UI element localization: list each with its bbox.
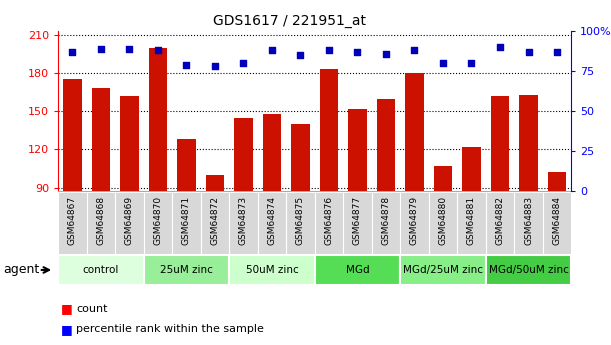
Text: control: control: [82, 265, 119, 275]
Text: MGd: MGd: [346, 265, 369, 275]
Bar: [486, 255, 571, 285]
Point: [524, 49, 533, 55]
Text: GSM64880: GSM64880: [439, 196, 447, 245]
Text: GSM64869: GSM64869: [125, 196, 134, 245]
Text: GSM64879: GSM64879: [410, 196, 419, 245]
Text: 25uM zinc: 25uM zinc: [160, 265, 213, 275]
Bar: [320, 69, 338, 191]
Text: GSM64881: GSM64881: [467, 196, 476, 245]
Bar: [206, 175, 224, 191]
Bar: [148, 48, 167, 191]
Bar: [348, 109, 367, 191]
Point: [495, 44, 505, 50]
Text: MGd/50uM zinc: MGd/50uM zinc: [489, 265, 568, 275]
Bar: [177, 139, 196, 191]
Text: GSM64868: GSM64868: [97, 196, 105, 245]
Bar: [92, 88, 110, 191]
Bar: [120, 96, 139, 191]
Point: [210, 63, 220, 69]
Point: [324, 48, 334, 53]
Point: [181, 62, 191, 68]
Bar: [548, 172, 566, 191]
Point: [96, 46, 106, 51]
Text: GSM64873: GSM64873: [239, 196, 248, 245]
Text: percentile rank within the sample: percentile rank within the sample: [76, 325, 264, 334]
Point: [438, 60, 448, 66]
Point: [552, 49, 562, 55]
Text: count: count: [76, 304, 108, 314]
Text: ■: ■: [61, 323, 73, 336]
Point: [153, 48, 163, 53]
Point: [238, 60, 248, 66]
Bar: [519, 95, 538, 191]
Text: GSM64883: GSM64883: [524, 196, 533, 245]
Bar: [491, 96, 510, 191]
Point: [267, 48, 277, 53]
Bar: [400, 255, 486, 285]
Point: [67, 49, 77, 55]
Bar: [291, 124, 310, 191]
Text: GSM64872: GSM64872: [210, 196, 219, 245]
Text: MGd/25uM zinc: MGd/25uM zinc: [403, 265, 483, 275]
Bar: [315, 255, 400, 285]
Point: [409, 48, 419, 53]
Text: GSM64884: GSM64884: [552, 196, 562, 245]
Text: GSM64871: GSM64871: [182, 196, 191, 245]
Point: [353, 49, 362, 55]
Text: GSM64882: GSM64882: [496, 196, 505, 245]
Bar: [377, 99, 395, 191]
Text: ■: ■: [61, 302, 73, 315]
Point: [125, 46, 134, 51]
Text: GSM64876: GSM64876: [324, 196, 334, 245]
Bar: [405, 73, 424, 191]
Point: [381, 51, 391, 56]
Text: GSM64875: GSM64875: [296, 196, 305, 245]
Text: GSM64874: GSM64874: [268, 196, 276, 245]
Bar: [234, 118, 253, 191]
Text: 50uM zinc: 50uM zinc: [246, 265, 298, 275]
Text: agent: agent: [3, 264, 39, 276]
Bar: [463, 147, 481, 191]
Point: [296, 52, 306, 58]
Bar: [229, 255, 315, 285]
Bar: [263, 114, 281, 191]
Bar: [144, 255, 229, 285]
Text: GSM64878: GSM64878: [381, 196, 390, 245]
Bar: [434, 166, 452, 191]
Text: GDS1617 / 221951_at: GDS1617 / 221951_at: [213, 14, 365, 28]
Bar: [58, 255, 144, 285]
Text: GSM64870: GSM64870: [153, 196, 163, 245]
Text: GSM64877: GSM64877: [353, 196, 362, 245]
Point: [467, 60, 477, 66]
Text: GSM64867: GSM64867: [68, 196, 77, 245]
Bar: [63, 79, 82, 191]
